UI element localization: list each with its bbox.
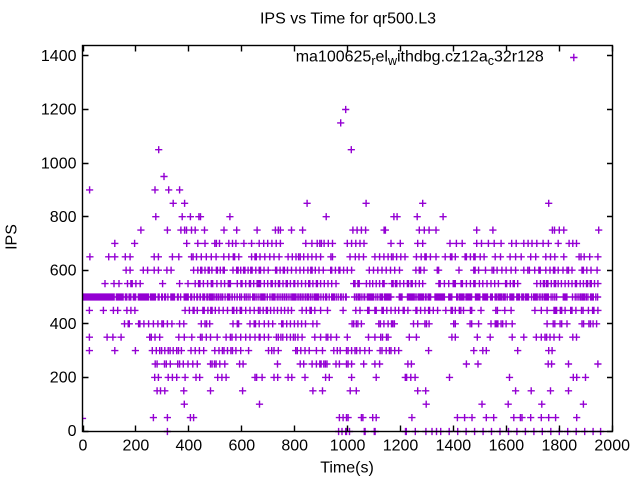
svg-text:Time(s): Time(s) [320, 460, 374, 477]
svg-text:200: 200 [123, 437, 150, 454]
svg-text:1000: 1000 [330, 437, 366, 454]
svg-text:0: 0 [79, 437, 88, 454]
svg-text:ma100625relwithdbg.cz12ac32r12: ma100625relwithdbg.cz12ac32r128 [296, 49, 544, 69]
svg-text:1000: 1000 [41, 155, 77, 172]
svg-text:1200: 1200 [41, 102, 77, 119]
svg-text:400: 400 [175, 437, 202, 454]
svg-text:600: 600 [50, 262, 77, 279]
svg-text:2000: 2000 [594, 437, 630, 454]
svg-text:1600: 1600 [489, 437, 525, 454]
svg-text:800: 800 [50, 209, 77, 226]
svg-text:IPS vs Time for qr500.L3: IPS vs Time for qr500.L3 [260, 11, 436, 28]
svg-text:1200: 1200 [383, 437, 419, 454]
svg-text:400: 400 [50, 316, 77, 333]
svg-text:1400: 1400 [436, 437, 472, 454]
svg-text:0: 0 [68, 423, 77, 440]
svg-text:1400: 1400 [41, 48, 77, 65]
svg-text:600: 600 [228, 437, 255, 454]
svg-text:1800: 1800 [542, 437, 578, 454]
svg-text:IPS: IPS [4, 224, 21, 250]
svg-text:800: 800 [281, 437, 308, 454]
svg-text:200: 200 [50, 370, 77, 387]
